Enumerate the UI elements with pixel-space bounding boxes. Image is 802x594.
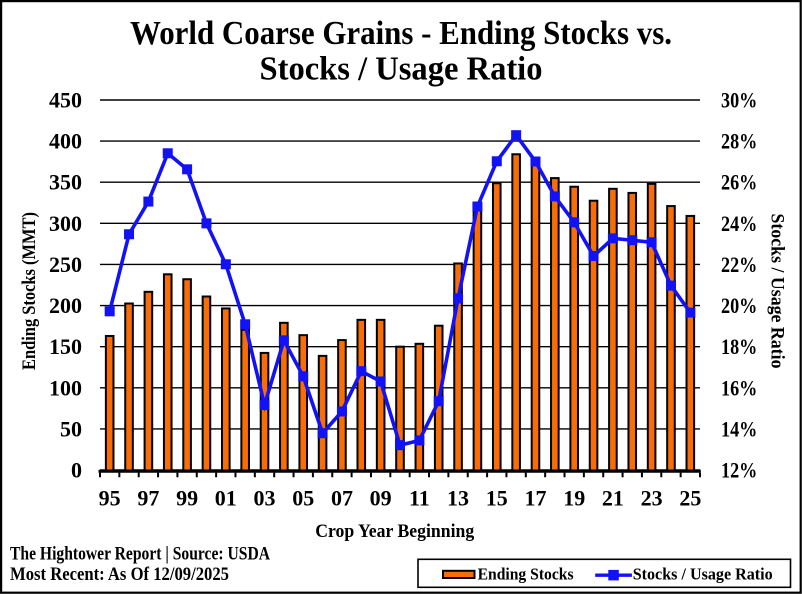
svg-text:14%: 14% bbox=[721, 416, 757, 441]
svg-text:350: 350 bbox=[49, 170, 82, 195]
svg-text:20%: 20% bbox=[721, 293, 757, 318]
svg-text:50: 50 bbox=[60, 416, 82, 441]
svg-text:26%: 26% bbox=[721, 170, 757, 195]
svg-text:450: 450 bbox=[49, 88, 82, 113]
svg-text:Stocks / Usage Ratio: Stocks / Usage Ratio bbox=[767, 214, 788, 369]
svg-text:12%: 12% bbox=[721, 458, 757, 483]
svg-text:100: 100 bbox=[49, 375, 82, 400]
svg-text:150: 150 bbox=[49, 334, 82, 359]
svg-text:03: 03 bbox=[254, 486, 276, 511]
svg-text:95: 95 bbox=[99, 486, 121, 511]
svg-text:400: 400 bbox=[49, 129, 82, 154]
svg-text:Ending Stocks (MMT): Ending Stocks (MMT) bbox=[19, 212, 40, 370]
svg-text:16%: 16% bbox=[721, 375, 757, 400]
svg-text:24%: 24% bbox=[721, 211, 757, 236]
svg-text:15: 15 bbox=[486, 486, 508, 511]
svg-text:World Coarse Grains - Ending S: World Coarse Grains - Ending Stocks vs. bbox=[130, 15, 672, 52]
svg-text:The Hightower Report | Source:: The Hightower Report | Source: USDA bbox=[10, 544, 270, 565]
svg-text:17: 17 bbox=[524, 486, 546, 511]
svg-text:05: 05 bbox=[292, 486, 314, 511]
svg-text:01: 01 bbox=[215, 486, 237, 511]
svg-text:Stocks / Usage Ratio: Stocks / Usage Ratio bbox=[633, 565, 773, 584]
svg-text:11: 11 bbox=[409, 486, 430, 511]
svg-text:200: 200 bbox=[49, 293, 82, 318]
svg-text:Stocks / Usage Ratio: Stocks / Usage Ratio bbox=[260, 51, 543, 88]
svg-text:18%: 18% bbox=[721, 334, 757, 359]
svg-text:07: 07 bbox=[331, 486, 353, 511]
svg-text:25: 25 bbox=[679, 486, 701, 511]
svg-text:250: 250 bbox=[49, 252, 82, 277]
svg-text:Crop Year Beginning: Crop Year Beginning bbox=[315, 521, 474, 542]
svg-text:28%: 28% bbox=[721, 129, 757, 154]
svg-text:97: 97 bbox=[137, 486, 159, 511]
svg-text:99: 99 bbox=[176, 486, 198, 511]
svg-text:19: 19 bbox=[563, 486, 585, 511]
svg-text:21: 21 bbox=[602, 486, 624, 511]
svg-text:30%: 30% bbox=[721, 88, 757, 113]
svg-text:13: 13 bbox=[447, 486, 469, 511]
svg-text:0: 0 bbox=[71, 458, 82, 483]
svg-text:09: 09 bbox=[370, 486, 392, 511]
svg-text:22%: 22% bbox=[721, 252, 757, 277]
svg-text:Ending Stocks: Ending Stocks bbox=[478, 565, 574, 584]
svg-text:23: 23 bbox=[641, 486, 663, 511]
svg-text:Most Recent: As Of 12/09/2025: Most Recent: As Of 12/09/2025 bbox=[10, 564, 229, 585]
svg-text:300: 300 bbox=[49, 211, 82, 236]
